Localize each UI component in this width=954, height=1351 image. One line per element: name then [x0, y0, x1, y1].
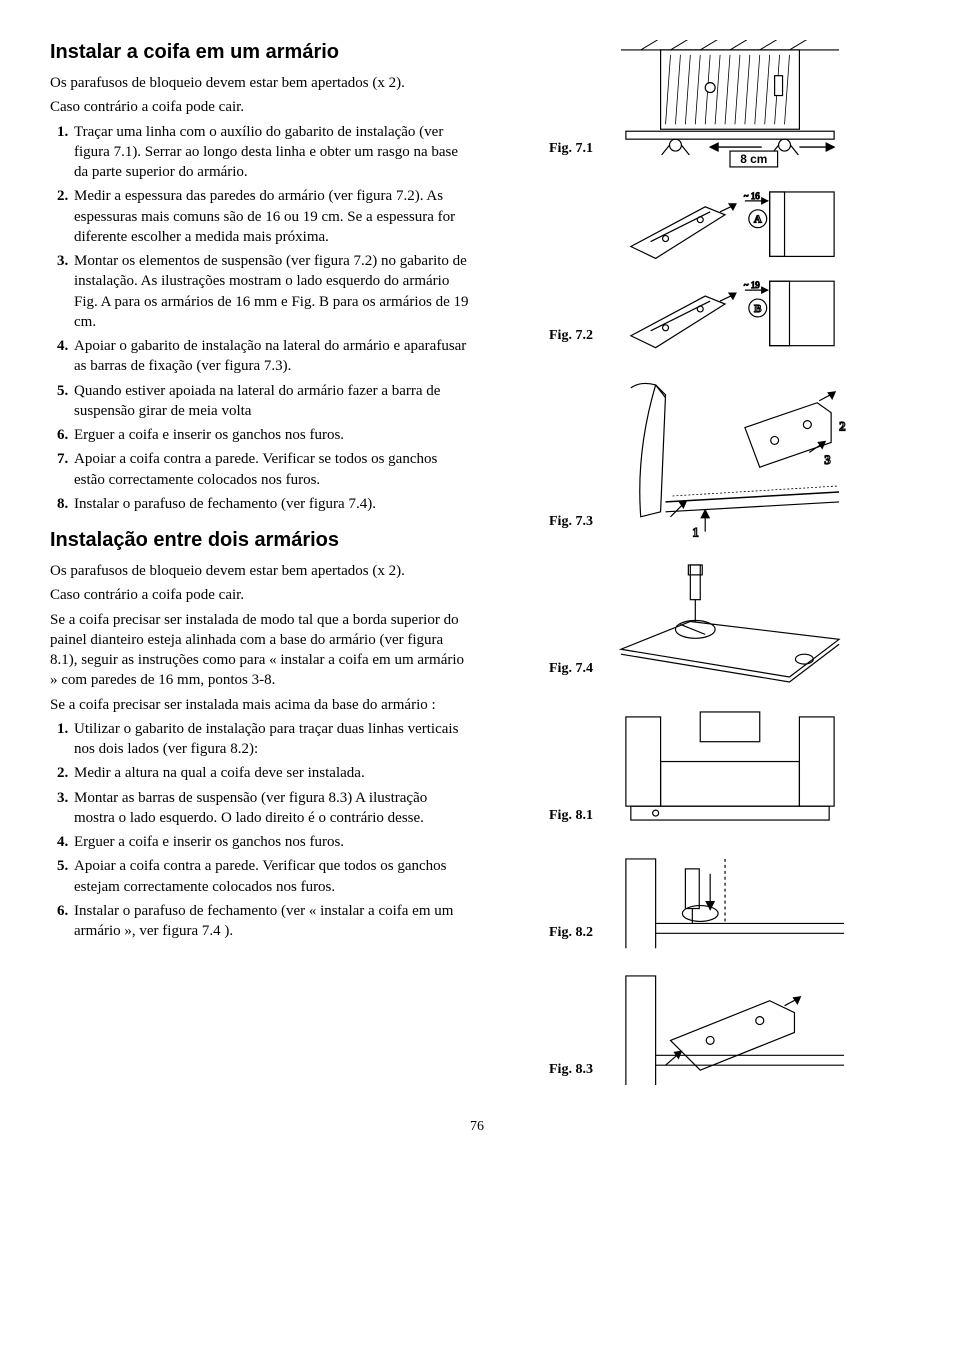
figure-label: Fig. 8.1	[549, 807, 605, 826]
figure-image: 2 3 1	[611, 373, 849, 542]
svg-text:A: A	[754, 214, 762, 226]
svg-text:2: 2	[839, 420, 845, 434]
figure-image: 8 cm	[611, 40, 849, 169]
figure-image	[611, 854, 849, 953]
list-item: Instalar o parafuso de fechamento (ver «…	[72, 901, 470, 942]
list-item: Medir a espessura das paredes do armário…	[72, 186, 470, 247]
svg-text:1: 1	[692, 526, 698, 540]
svg-text:B: B	[754, 303, 761, 315]
list-item: Erguer a coifa e inserir os ganchos nos …	[72, 425, 470, 445]
figure-7-2: Fig. 7.2 ~ 16	[549, 187, 849, 356]
figure-label: Fig. 8.3	[549, 1061, 605, 1080]
section2-intro-1: Os parafusos de bloqueio devem estar bem…	[50, 561, 470, 581]
section2-intro-3: Se a coifa precisar ser instalada de mod…	[50, 610, 470, 691]
list-item: Medir a altura na qual a coifa deve ser …	[72, 763, 470, 783]
section2-intro-2: Caso contrário a coifa pode cair.	[50, 585, 470, 605]
section1-title: Instalar a coifa em um armário	[50, 40, 470, 65]
svg-text:8 cm: 8 cm	[740, 152, 767, 166]
two-column-layout: Instalar a coifa em um armário Os parafu…	[50, 40, 904, 1090]
list-item: Utilizar o gabarito de instalação para t…	[72, 719, 470, 760]
section1-intro-2: Caso contrário a coifa pode cair.	[50, 97, 470, 117]
figure-label: Fig. 7.2	[549, 327, 605, 346]
section2-intro-4: Se a coifa precisar ser instalada mais a…	[50, 695, 470, 715]
figure-7-1: Fig. 7.1	[549, 40, 849, 169]
figure-label: Fig. 7.3	[549, 513, 605, 532]
list-item: Quando estiver apoiada na lateral do arm…	[72, 381, 470, 422]
text-column: Instalar a coifa em um armário Os parafu…	[50, 40, 470, 1090]
figure-8-2: Fig. 8.2	[549, 854, 849, 953]
section2-title: Instalação entre dois armários	[50, 528, 470, 553]
section2-list: Utilizar o gabarito de instalação para t…	[50, 719, 470, 942]
section1-intro-1: Os parafusos de bloqueio devem estar bem…	[50, 73, 470, 93]
figure-column: Fig. 7.1	[494, 40, 904, 1090]
figure-8-1: Fig. 8.1	[549, 707, 849, 836]
figure-7-4: Fig. 7.4	[549, 560, 849, 689]
svg-text:~ 16: ~ 16	[744, 191, 760, 201]
figure-label: Fig. 7.1	[549, 140, 605, 159]
figure-7-3: Fig. 7.3	[549, 373, 849, 542]
list-item: Apoiar a coifa contra a parede. Verifica…	[72, 449, 470, 490]
figure-8-3: Fig. 8.3	[549, 971, 849, 1090]
list-item: Erguer a coifa e inserir os ganchos nos …	[72, 832, 470, 852]
figure-label: Fig. 8.2	[549, 924, 605, 943]
section1-list: Traçar uma linha com o auxílio do gabari…	[50, 122, 470, 515]
figure-image	[611, 560, 849, 689]
figure-image	[611, 707, 849, 836]
svg-text:~ 19: ~ 19	[744, 280, 760, 290]
figure-image	[611, 971, 849, 1090]
list-item: Apoiar o gabarito de instalação na later…	[72, 336, 470, 377]
figure-label: Fig. 7.4	[549, 660, 605, 679]
list-item: Montar os elementos de suspensão (ver fi…	[72, 251, 470, 332]
list-item: Apoiar a coifa contra a parede. Verifica…	[72, 856, 470, 897]
list-item: Traçar uma linha com o auxílio do gabari…	[72, 122, 470, 183]
figure-image: ~ 16 A ~ 19	[611, 187, 849, 356]
list-item: Instalar o parafuso de fechamento (ver f…	[72, 494, 470, 514]
svg-text:3: 3	[824, 454, 830, 468]
page: Instalar a coifa em um armário Os parafu…	[50, 40, 904, 1137]
list-item: Montar as barras de suspensão (ver figur…	[72, 788, 470, 829]
page-number: 76	[50, 1118, 904, 1137]
